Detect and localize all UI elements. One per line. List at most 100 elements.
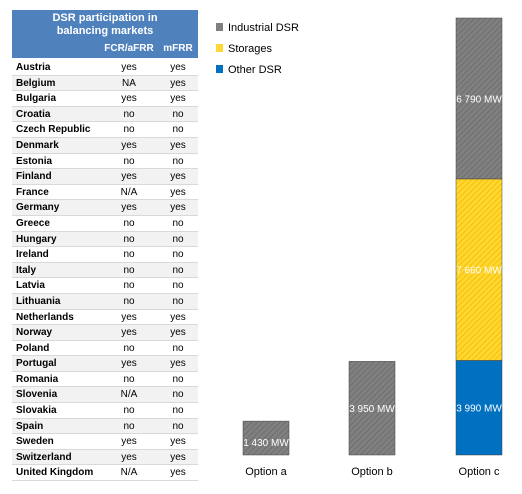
mfrr-cell: yes	[170, 327, 186, 339]
fcr-cell: no	[123, 155, 135, 167]
mfrr-cell: yes	[170, 436, 186, 448]
table-row: Ireland no no	[12, 247, 198, 263]
fcr-cell: yes	[121, 171, 137, 183]
legend-swatch	[216, 65, 223, 73]
fcr-cell: no	[123, 373, 135, 385]
mfrr-cell: no	[172, 264, 184, 276]
mfrr-cell: no	[172, 280, 184, 292]
country-cell: Romania	[16, 373, 59, 385]
column-header-mfrr: mFRR	[163, 43, 193, 54]
country-cell: Hungary	[16, 233, 57, 245]
mfrr-cell: no	[172, 155, 184, 167]
fcr-cell: no	[123, 233, 135, 245]
country-cell: Finland	[16, 171, 52, 183]
table-row: Slovakia no no	[12, 403, 198, 419]
table-row: Romania no no	[12, 372, 198, 388]
mfrr-cell: no	[172, 373, 184, 385]
column-header-fcr: FCR/aFRR	[104, 43, 154, 54]
mfrr-cell: yes	[170, 139, 186, 151]
fcr-cell: no	[123, 295, 135, 307]
table-row: Czech Republic no no	[12, 122, 198, 138]
mfrr-cell: yes	[170, 62, 186, 73]
country-cell: United Kingdom	[16, 467, 94, 479]
chart-category-labels: Option a Option b Option c	[245, 466, 500, 478]
table-row: Switzerland yes yes	[12, 449, 198, 466]
data-label: 3 950 MW	[349, 404, 395, 415]
data-label: 6 790 MW	[456, 94, 502, 105]
table-row: Lithuania no no	[12, 293, 198, 310]
fcr-cell: yes	[121, 93, 137, 105]
mfrr-cell: no	[172, 389, 184, 401]
country-cell: Switzerland	[16, 451, 72, 463]
table-row: Croatia no no	[12, 106, 198, 123]
mfrr-cell: yes	[170, 202, 186, 214]
table-row: United Kingdom N/A yes	[12, 465, 198, 482]
legend-swatch	[216, 44, 223, 52]
fcr-cell: N/A	[120, 389, 138, 401]
bar-segment	[348, 361, 396, 456]
fcr-cell: yes	[121, 327, 137, 339]
bar-segment	[455, 360, 503, 456]
mfrr-cell: yes	[170, 451, 186, 463]
country-cell: Italy	[16, 264, 37, 276]
bar-segment	[455, 17, 503, 180]
table-row: Bulgaria yes yes	[12, 91, 198, 107]
table-row: Germany yes yes	[12, 200, 198, 216]
fcr-cell: no	[123, 249, 135, 261]
table-row: France N/A yes	[12, 185, 198, 201]
country-cell: Sweden	[16, 436, 54, 448]
country-cell: Spain	[16, 420, 44, 432]
fcr-cell: NA	[122, 77, 136, 89]
fcr-cell: yes	[121, 62, 137, 73]
country-cell: Czech Republic	[16, 124, 91, 136]
table-row: Estonia no no	[12, 154, 198, 170]
fcr-cell: yes	[121, 202, 137, 214]
bar-segment	[455, 178, 503, 361]
fcr-cell: no	[123, 420, 135, 432]
country-cell: Portugal	[16, 358, 57, 370]
table-title: DSR participation in balancing markets	[12, 12, 198, 38]
table-row: Italy no no	[12, 262, 198, 279]
country-cell: Bulgaria	[16, 93, 57, 105]
country-cell: Ireland	[16, 249, 49, 261]
table-row: Greece no no	[12, 216, 198, 232]
fcr-cell: yes	[121, 451, 137, 463]
country-cell: Greece	[16, 217, 50, 229]
table-row: Belgium NA yes	[12, 75, 198, 92]
country-cell: Latvia	[16, 280, 45, 292]
mfrr-cell: no	[172, 217, 184, 229]
table-row: Netherlands yes yes	[12, 310, 198, 326]
mfrr-cell: yes	[170, 311, 186, 323]
category-label: Option a	[245, 466, 287, 478]
fcr-cell: no	[123, 217, 135, 229]
data-label: 7 660 MW	[456, 266, 502, 277]
mfrr-cell: no	[172, 233, 184, 245]
table-row: Austria yes yes	[12, 60, 198, 76]
country-cell: Norway	[16, 327, 53, 339]
fcr-cell: no	[123, 342, 135, 354]
mfrr-cell: no	[172, 342, 184, 354]
country-cell: Austria	[16, 62, 51, 73]
country-cell: Slovenia	[16, 389, 58, 401]
table-row: Portugal yes yes	[12, 356, 198, 372]
legend-label: Industrial DSR	[228, 22, 299, 34]
fcr-cell: yes	[121, 311, 137, 323]
fcr-cell: yes	[121, 139, 137, 151]
fcr-cell: no	[123, 264, 135, 276]
fcr-cell: N/A	[120, 467, 138, 479]
fcr-cell: no	[123, 405, 135, 417]
category-label: Option b	[351, 466, 393, 478]
fcr-cell: no	[123, 280, 135, 292]
mfrr-cell: no	[172, 295, 184, 307]
table-row: Denmark yes yes	[12, 137, 198, 154]
table-row: Latvia no no	[12, 278, 198, 294]
table-row: Spain no no	[12, 418, 198, 435]
country-cell: Poland	[16, 342, 50, 354]
mfrr-cell: yes	[170, 77, 186, 89]
chart-bars: 0 MW1 430 MW0 MW3 950 MW3 990 MW7 660 MW…	[242, 17, 503, 456]
mfrr-cell: yes	[170, 358, 186, 370]
mfrr-cell: yes	[170, 171, 186, 183]
fcr-cell: no	[123, 124, 135, 136]
mfrr-cell: no	[172, 249, 184, 261]
